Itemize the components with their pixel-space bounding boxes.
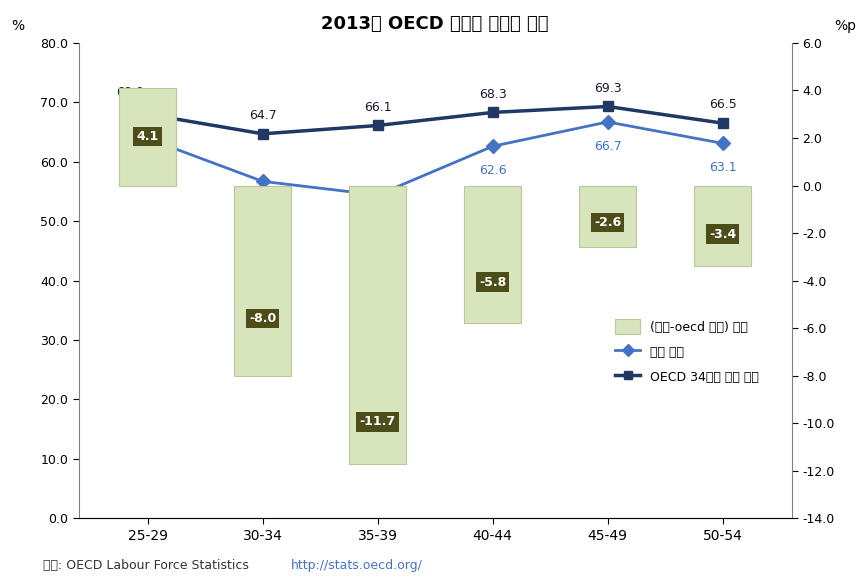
- Text: 54.4: 54.4: [364, 213, 391, 226]
- Text: -3.4: -3.4: [709, 228, 736, 241]
- Text: -8.0: -8.0: [249, 312, 276, 325]
- Text: 66.5: 66.5: [708, 98, 736, 111]
- Bar: [119, 88, 176, 185]
- Bar: [694, 185, 752, 266]
- Text: 56.7: 56.7: [249, 199, 277, 212]
- Text: 66.1: 66.1: [364, 101, 391, 114]
- Bar: [464, 185, 522, 324]
- Text: -2.6: -2.6: [594, 216, 621, 229]
- Text: 64.7: 64.7: [249, 109, 277, 122]
- Text: %p: %p: [834, 19, 856, 33]
- Text: -11.7: -11.7: [359, 415, 396, 428]
- Text: 4.1: 4.1: [136, 130, 159, 144]
- Text: 66.7: 66.7: [594, 140, 621, 153]
- Bar: [349, 185, 406, 464]
- Bar: [234, 185, 292, 376]
- Text: 62.6: 62.6: [479, 164, 506, 177]
- Text: 69.3: 69.3: [594, 81, 621, 95]
- Text: -5.8: -5.8: [479, 275, 506, 289]
- Text: 자료: OECD Labour Force Statistics: 자료: OECD Labour Force Statistics: [43, 560, 257, 572]
- Text: %: %: [11, 19, 24, 33]
- Text: 63.1: 63.1: [709, 161, 736, 174]
- Title: 2013년 OECD 고용률 연령별 격차: 2013년 OECD 고용률 연령별 격차: [321, 15, 549, 33]
- Text: 63.9: 63.9: [134, 156, 161, 170]
- Text: 68.3: 68.3: [479, 88, 507, 101]
- Bar: [579, 185, 636, 248]
- Legend: (한국-oecd 평균) 격차, 한국 여성, OECD 34개국 여성 평균: (한국-oecd 평균) 격차, 한국 여성, OECD 34개국 여성 평균: [610, 314, 764, 390]
- Text: http://stats.oecd.org/: http://stats.oecd.org/: [291, 560, 423, 572]
- Text: 68.0: 68.0: [116, 87, 144, 99]
